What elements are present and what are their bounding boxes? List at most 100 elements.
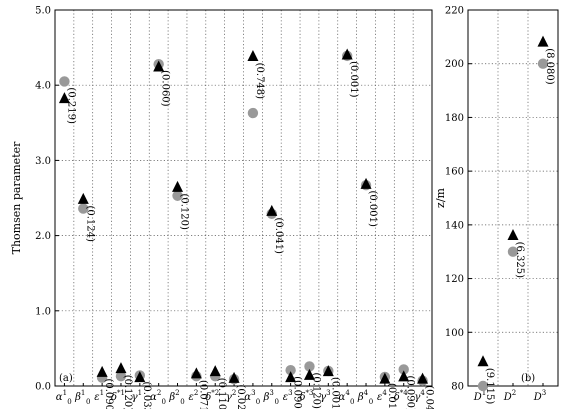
x-tick-label: β40 xyxy=(357,389,373,406)
data-point-triangle xyxy=(190,367,202,379)
value-annotation: (0.025) xyxy=(235,384,246,409)
data-point-circle xyxy=(398,364,409,375)
data-point-triangle xyxy=(285,371,297,383)
data-point-circle xyxy=(59,76,70,87)
data-point-triangle xyxy=(58,92,70,104)
value-annotation: (0.120) xyxy=(179,193,190,230)
x-tick-label: δ*3 xyxy=(299,389,313,403)
value-annotation: (0.124) xyxy=(84,206,95,243)
value-annotation: (0.090) xyxy=(292,376,303,409)
y-axis-label: z/m xyxy=(434,187,447,208)
value-annotation: (0.010) xyxy=(386,383,397,409)
x-tick-label: δ*1 xyxy=(111,389,125,403)
y-tick-label: 160 xyxy=(445,167,464,178)
value-annotation: (8.080) xyxy=(544,48,555,85)
y-tick-label: 120 xyxy=(445,274,464,285)
data-point-triangle xyxy=(134,371,146,383)
x-tick-label: D1 xyxy=(473,389,487,403)
data-point-triangle xyxy=(209,365,221,377)
panel-label: (b) xyxy=(521,373,535,384)
x-tick-label: δ*4 xyxy=(394,389,409,403)
y-axis-label: Thomsen parameter xyxy=(10,141,23,254)
value-annotation: (0.120) xyxy=(122,375,133,409)
panel-b-chart: 80 100 120 140 160 180 200 220 z/m D1 D2 D3 (9.115) (… xyxy=(434,6,559,405)
y-tick-label: 0.0 xyxy=(35,382,51,393)
value-annotation: (0.060) xyxy=(160,70,171,107)
data-point-circle xyxy=(537,58,549,69)
x-tick-label: D2 xyxy=(503,389,517,403)
x-tick-label: γ2 xyxy=(226,389,236,403)
data-point-triangle xyxy=(115,362,127,374)
value-annotation: (0.071) xyxy=(197,380,208,409)
x-tick-label: ε2 xyxy=(188,389,198,403)
data-point-triangle xyxy=(172,180,184,192)
data-point-circle xyxy=(247,107,259,119)
data-point-triangle xyxy=(398,370,410,382)
y-tick-label: 3.0 xyxy=(35,156,51,167)
data-point-triangle xyxy=(360,177,372,189)
x-tick-label: δ*2 xyxy=(205,389,219,403)
x-tick-label: β10 xyxy=(74,389,90,406)
y-tick-label: 80 xyxy=(451,382,464,393)
y-tick-label: 180 xyxy=(445,113,464,124)
x-tick-label: D3 xyxy=(533,389,547,403)
x-tick-label: α20 xyxy=(150,389,166,406)
y-tick-label: 5.0 xyxy=(35,6,51,17)
x-tick-label: γ1 xyxy=(132,389,142,403)
y-tick-label: 200 xyxy=(445,59,464,70)
x-tick-label: β20 xyxy=(168,389,184,406)
y-tick-label: 4.0 xyxy=(35,81,51,92)
x-tick-label: α40 xyxy=(339,389,355,406)
data-point-circle xyxy=(78,203,89,214)
x-tick-label: ε3 xyxy=(283,389,293,403)
data-point-circle xyxy=(115,371,127,382)
value-annotation: (0.110) xyxy=(216,378,227,409)
data-point-triangle xyxy=(96,365,108,377)
x-tick-label: α30 xyxy=(244,389,260,406)
x-tick-label: ε1 xyxy=(94,389,104,403)
data-point-circle xyxy=(285,365,296,376)
data-point-triangle xyxy=(153,60,165,72)
value-annotation: (0.120) xyxy=(310,372,321,409)
data-point-triangle xyxy=(322,365,334,377)
data-point-triangle xyxy=(417,372,429,384)
x-tick-label: β30 xyxy=(263,389,279,406)
value-annotation: (0.001) xyxy=(367,190,378,227)
data-point-circle xyxy=(172,190,183,201)
value-annotation: (0.041) xyxy=(273,218,284,255)
x-tick-label: γ4 xyxy=(414,389,425,403)
y-tick-label: 100 xyxy=(445,328,464,339)
data-point-circle xyxy=(507,246,519,257)
value-annotation: (0.090) xyxy=(405,375,416,409)
data-point-circle xyxy=(304,361,315,372)
x-tick-label: α10 xyxy=(56,389,72,406)
data-point-triangle xyxy=(537,35,549,47)
data-point-triangle xyxy=(507,229,519,240)
y-tick-label: 2.0 xyxy=(35,231,51,242)
value-annotation: (0.219) xyxy=(65,87,76,124)
value-annotation: (0.044) xyxy=(424,385,435,409)
value-annotation: (0.033) xyxy=(141,381,152,409)
y-tick-label: 220 xyxy=(445,6,464,17)
x-tick-label: γ3 xyxy=(320,389,330,403)
data-point-triangle xyxy=(228,371,240,383)
panel-a-chart: 0.0 1.0 2.0 3.0 4.0 5.0 Thomsen parameter α10 β1… xyxy=(10,6,435,409)
x-tick-label: ε4 xyxy=(377,389,387,403)
data-point-triangle xyxy=(379,372,391,384)
value-annotation: (6.325) xyxy=(514,242,525,279)
value-annotation: (0.748) xyxy=(254,63,265,100)
data-point-triangle xyxy=(303,368,315,380)
data-point-triangle xyxy=(266,204,278,216)
plot-frame xyxy=(54,9,433,387)
data-point-triangle xyxy=(477,355,489,367)
data-point-circle xyxy=(477,380,489,392)
value-annotation: (9.115) xyxy=(484,368,495,405)
value-annotation: (0.001) xyxy=(348,61,359,98)
panel-label: (a) xyxy=(59,373,73,384)
data-point-triangle xyxy=(77,192,89,204)
data-point-triangle xyxy=(247,50,259,62)
data-point-triangle xyxy=(341,48,353,60)
y-tick-label: 140 xyxy=(445,220,464,231)
y-tick-label: 1.0 xyxy=(35,306,51,317)
